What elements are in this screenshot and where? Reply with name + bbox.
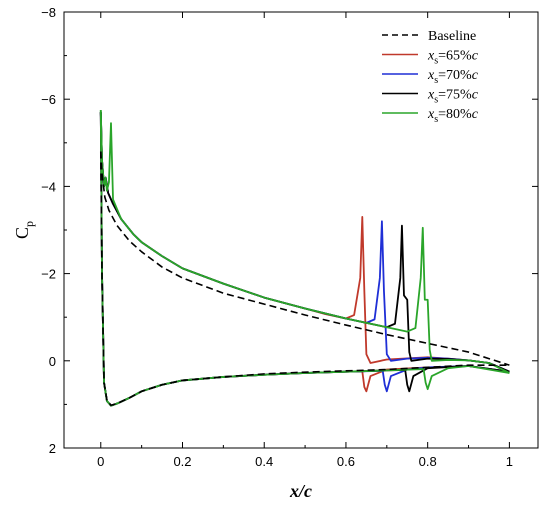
y-tick-label: 2 bbox=[49, 441, 56, 456]
x-tick-label: 0.4 bbox=[255, 454, 273, 469]
x-tick-label: 0 bbox=[97, 454, 104, 469]
series-baseline bbox=[99, 151, 510, 407]
legend-label: xs=65%c bbox=[427, 49, 479, 67]
axes: 0 0.2 0.4 0.6 0.8 1 −8 −6 −4 −2 0 2 bbox=[41, 5, 539, 469]
y-label-subscript: p bbox=[22, 221, 36, 227]
y-tick-label: −2 bbox=[41, 267, 56, 282]
x-tick-label: 0.6 bbox=[337, 454, 355, 469]
y-tick-label: −8 bbox=[41, 5, 56, 20]
legend-entry: Baseline bbox=[382, 29, 476, 44]
legend-entry: xs=75%c bbox=[382, 88, 479, 106]
legend: Baseline xs=65%cxs=70%c xs=75%cxs=80%c bbox=[382, 29, 479, 125]
x-tick-label: 1 bbox=[506, 454, 513, 469]
legend-entry: xs=65%c bbox=[382, 49, 479, 67]
x-tick-label: 0.8 bbox=[419, 454, 437, 469]
series-line-lower bbox=[99, 151, 510, 407]
series-line-lower bbox=[99, 112, 510, 407]
legend-entry: xs=80%c bbox=[382, 107, 479, 125]
series-layer bbox=[99, 110, 510, 407]
series-xs-65-c bbox=[99, 112, 510, 407]
legend-label: xs=70%c bbox=[427, 68, 479, 86]
y-tick-label: 0 bbox=[49, 354, 56, 369]
legend-label: xs=75%c bbox=[427, 88, 479, 106]
legend-label: Baseline bbox=[428, 29, 476, 44]
legend-entry: xs=70%c bbox=[382, 68, 479, 86]
series-line-upper bbox=[99, 151, 510, 366]
series-xs-80-c bbox=[99, 110, 510, 407]
y-axis-label: Cp bbox=[12, 221, 36, 239]
legend-label: xs=80%c bbox=[427, 107, 479, 125]
series-xs-70-c bbox=[99, 112, 510, 407]
series-line-upper bbox=[99, 112, 510, 373]
series-xs-75-c bbox=[99, 112, 510, 407]
y-tick-label: −6 bbox=[41, 92, 56, 107]
series-line-lower bbox=[99, 110, 510, 407]
y-label-main: C bbox=[12, 227, 32, 239]
series-line-lower bbox=[99, 112, 510, 407]
x-tick-label: 0.2 bbox=[173, 454, 191, 469]
y-tick-label: −4 bbox=[41, 179, 56, 194]
series-line-upper bbox=[99, 110, 510, 374]
series-line-upper bbox=[99, 112, 510, 373]
series-line-lower bbox=[99, 112, 510, 407]
x-axis-label: x/c bbox=[289, 481, 312, 501]
series-line-upper bbox=[99, 112, 510, 373]
